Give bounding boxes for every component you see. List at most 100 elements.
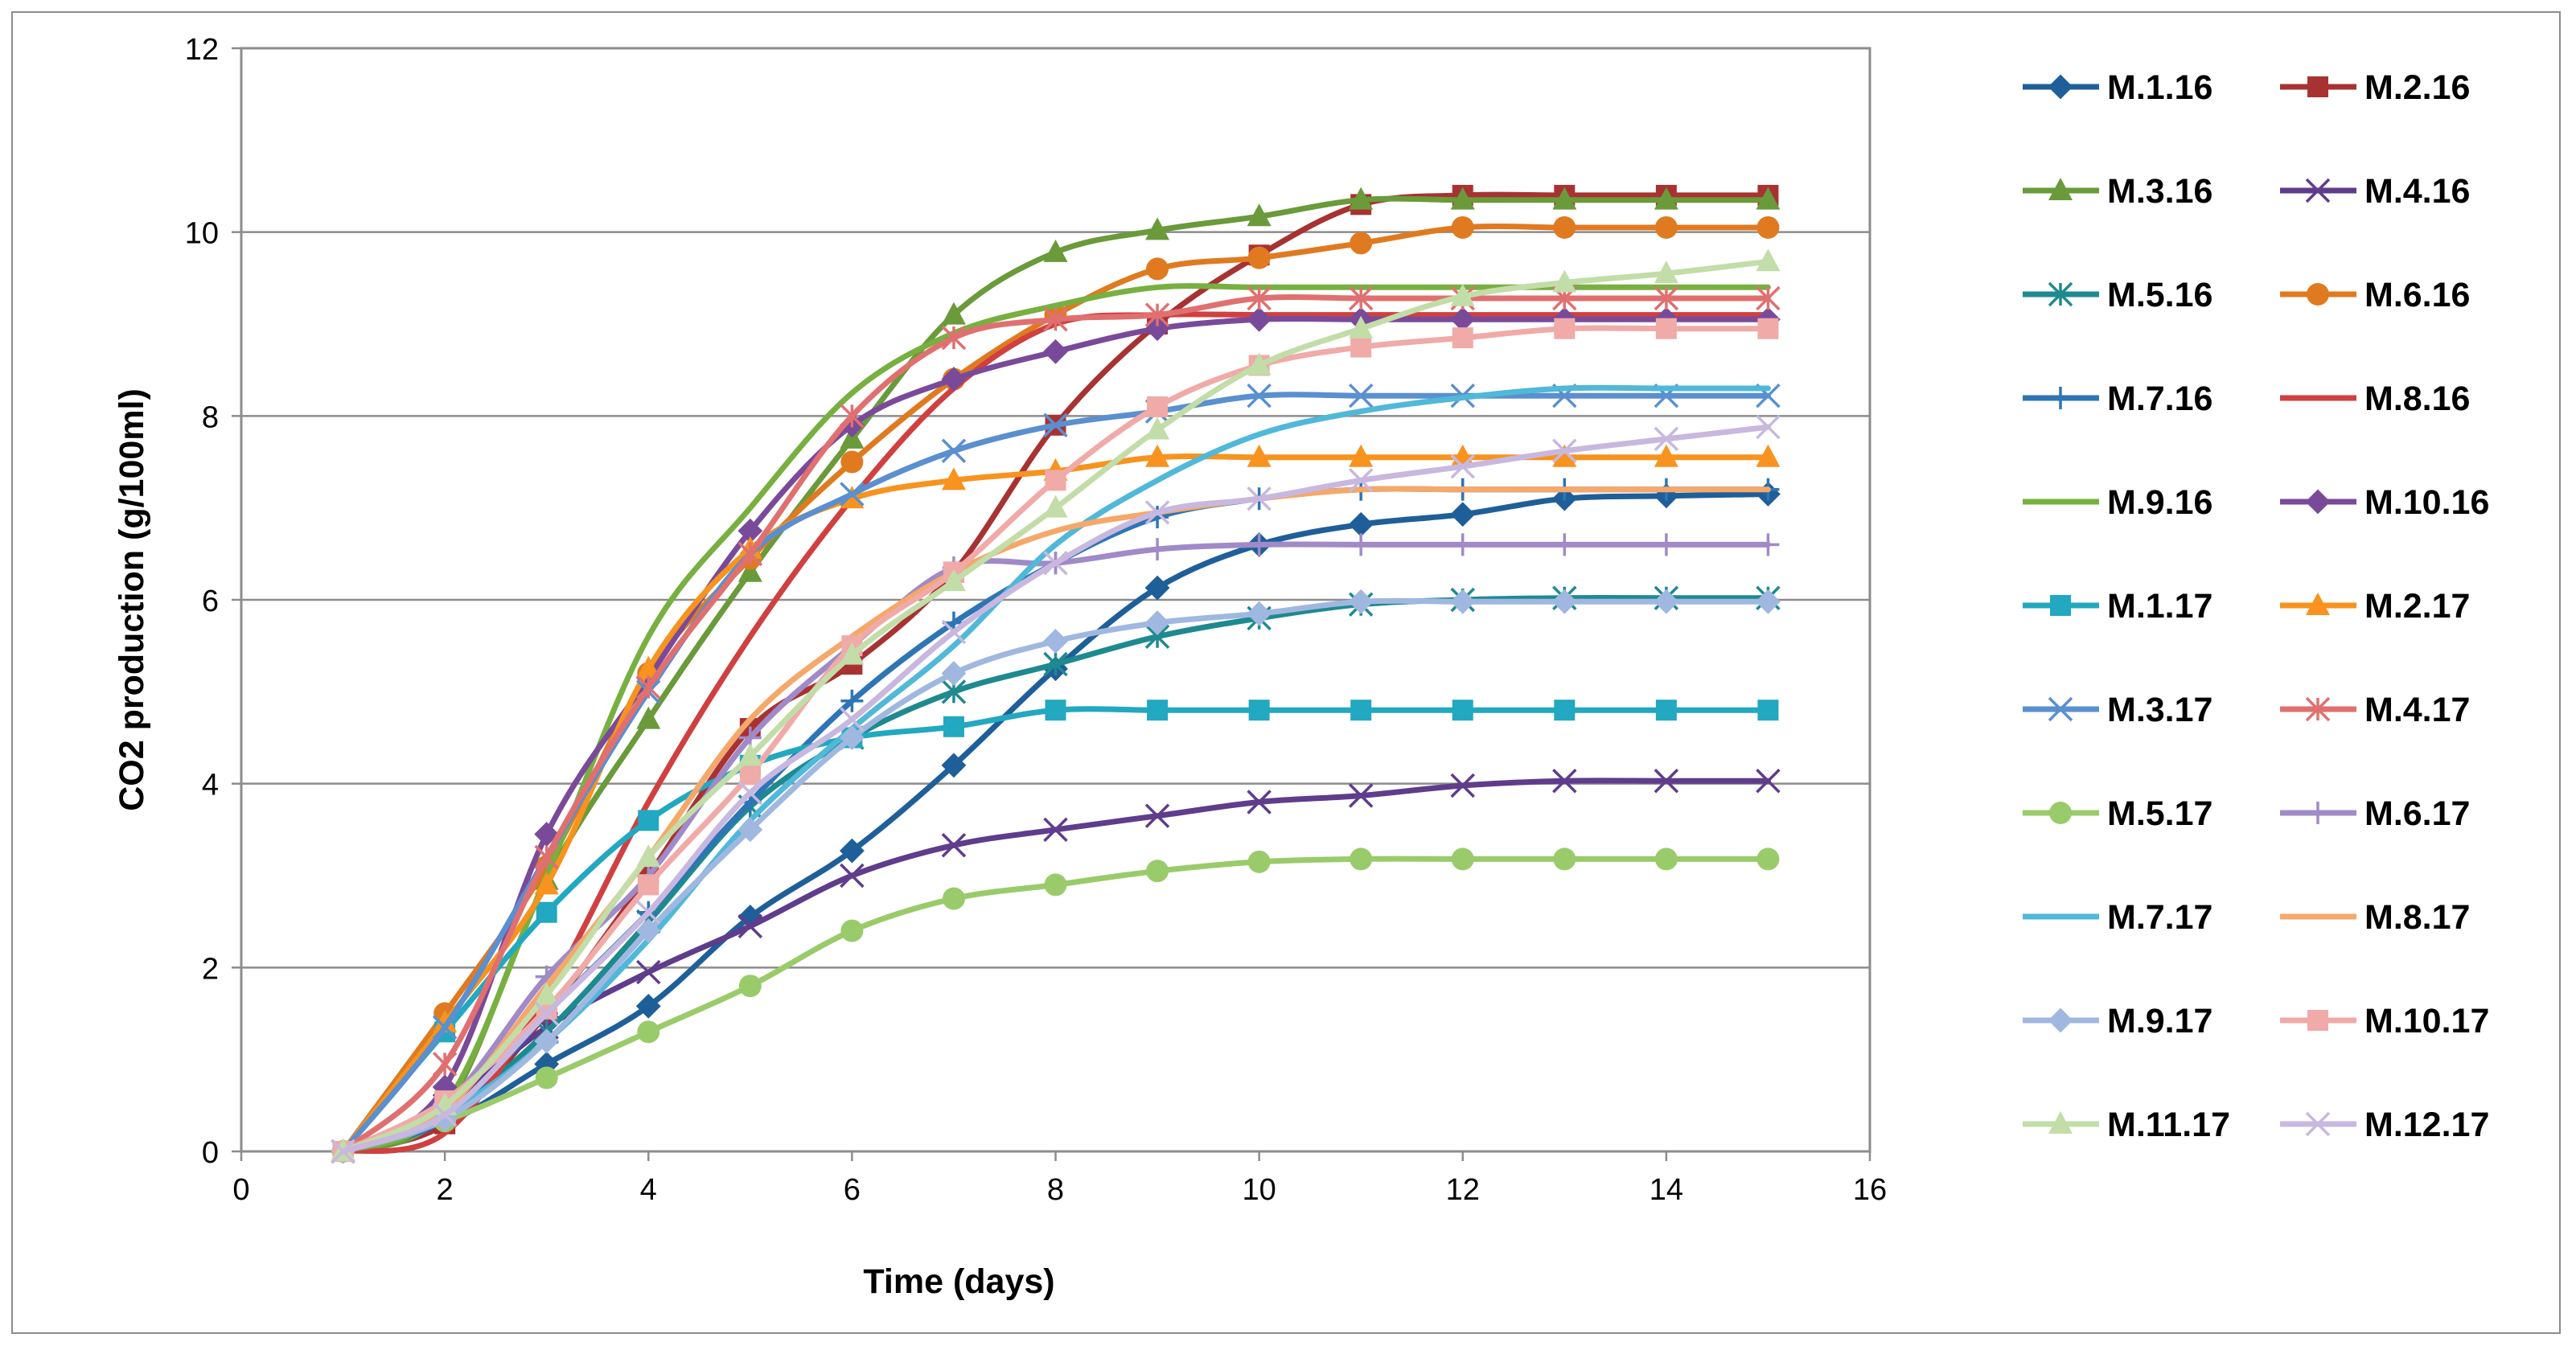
legend-entry: M.1.16 [2023, 68, 2212, 107]
data-point [739, 764, 761, 786]
legend-entry: M.6.17 [2280, 794, 2470, 833]
legend-label: M.2.17 [2364, 587, 2470, 626]
y-tick-label: 6 [202, 585, 219, 618]
legend-marker [2048, 1111, 2073, 1134]
data-point [1043, 551, 1068, 576]
y-tick-label: 10 [185, 217, 219, 251]
series-line [340, 541, 1771, 1155]
legend-label: M.12.17 [2364, 1106, 2489, 1144]
data-point [1655, 318, 1677, 339]
legend-label: M.8.17 [2364, 898, 2470, 937]
data-point [536, 901, 557, 923]
data-point [1247, 306, 1272, 332]
x-tick-label: 10 [1242, 1173, 1276, 1207]
legend-marker [2048, 281, 2073, 307]
data-point [1552, 187, 1577, 210]
series-line [340, 491, 1771, 1155]
data-point [1451, 215, 1474, 239]
data-point [638, 810, 659, 831]
legend-marker [2307, 1010, 2328, 1031]
legend-entry: M.11.17 [2023, 1106, 2230, 1144]
data-point [1552, 269, 1577, 293]
data-point [1654, 261, 1678, 284]
series-line [340, 315, 1771, 1155]
data-point [1144, 803, 1170, 828]
data-point [1350, 336, 1372, 358]
data-point [1654, 533, 1678, 556]
legend-marker [2307, 283, 2329, 306]
data-point [737, 541, 763, 567]
legend-marker [2048, 1007, 2073, 1033]
data-point [737, 559, 762, 582]
data-point [638, 874, 659, 896]
data-point [1450, 283, 1475, 306]
data-point [1043, 651, 1068, 677]
series-M.1.17 [332, 700, 1779, 1162]
data-point [1554, 700, 1576, 721]
data-point [432, 1052, 458, 1077]
data-point [534, 822, 560, 847]
data-point [1349, 187, 1374, 210]
series-M.1.16 [331, 482, 1781, 1164]
data-point [433, 1009, 458, 1032]
data-point [534, 1028, 560, 1054]
data-point [1146, 538, 1169, 561]
legend-entry: M.7.17 [2023, 898, 2212, 937]
data-point [941, 619, 967, 645]
x-tick-label: 6 [844, 1173, 861, 1207]
data-point [840, 707, 865, 732]
data-point [1247, 444, 1272, 467]
data-point [1043, 494, 1068, 518]
data-point [941, 438, 967, 464]
data-point [941, 753, 967, 778]
data-point [1654, 215, 1678, 239]
legend-label: M.1.16 [2107, 68, 2212, 107]
legend-label: M.8.16 [2364, 380, 2470, 418]
data-point [1247, 533, 1271, 556]
legend-label: M.7.16 [2107, 380, 2212, 418]
data-point [839, 838, 865, 864]
series-lines [331, 184, 1781, 1164]
legend-entry: M.7.16 [2023, 380, 2212, 418]
data-point [1756, 248, 1781, 272]
data-point [1756, 187, 1781, 210]
legend-marker [2049, 387, 2072, 409]
data-point [1247, 352, 1272, 375]
data-point [1144, 575, 1170, 601]
data-point [840, 863, 865, 888]
legend-label: M.5.16 [2107, 276, 2212, 314]
data-point [1247, 601, 1272, 626]
data-point [1450, 589, 1476, 614]
data-point [534, 1001, 559, 1026]
legend-label: M.6.16 [2364, 276, 2470, 314]
legend-label: M.10.17 [2364, 1002, 2489, 1040]
data-point [1348, 511, 1374, 537]
series-line [340, 595, 1771, 1155]
data-point [1350, 847, 1373, 871]
data-point [1452, 327, 1473, 349]
legend-label: M.3.17 [2107, 691, 2212, 729]
data-point [942, 887, 965, 910]
data-point [1450, 306, 1476, 332]
legend-marker [2305, 178, 2331, 203]
data-point [1247, 285, 1272, 311]
legend-marker [2305, 489, 2331, 515]
data-point [840, 482, 865, 507]
data-point [1654, 768, 1679, 794]
data-point [1145, 416, 1170, 440]
data-point [1043, 629, 1068, 654]
x-tick-label: 8 [1047, 1173, 1064, 1207]
x-axis-label: Time (days) [863, 1262, 1054, 1301]
data-point [840, 689, 864, 712]
data-point [636, 706, 661, 729]
y-tick-label: 4 [202, 769, 219, 802]
data-point [941, 568, 966, 592]
data-point [331, 1139, 355, 1164]
data-point [1043, 339, 1068, 364]
data-point [1655, 700, 1677, 721]
data-point [1147, 396, 1169, 417]
legend-label: M.10.16 [2364, 483, 2489, 522]
data-point [1450, 502, 1476, 527]
data-point [1045, 470, 1066, 491]
legend-label: M.5.17 [2107, 794, 2212, 833]
